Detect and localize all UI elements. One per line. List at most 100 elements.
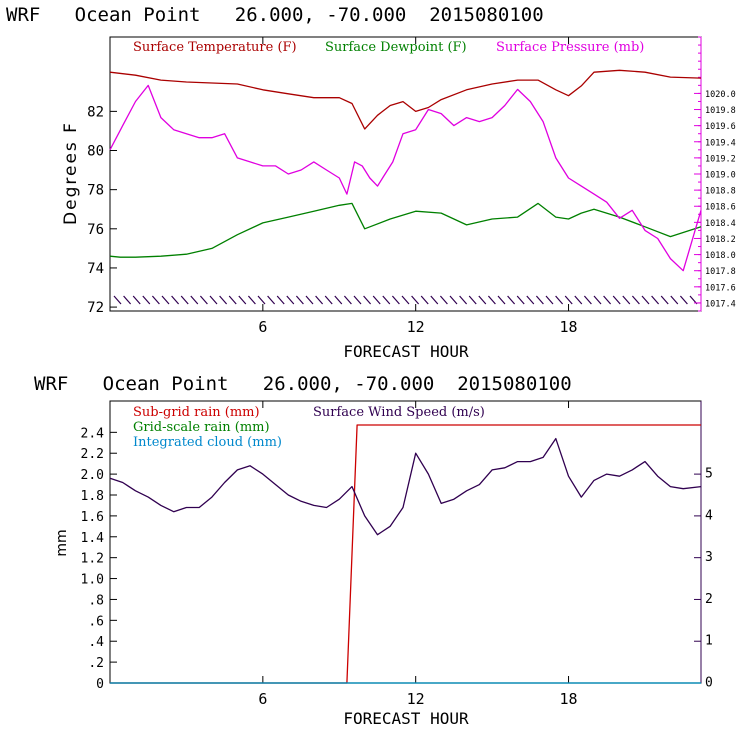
y2-tick-label: 1019.8 — [705, 106, 736, 116]
chart2-legend-subgrid-rain: Sub-grid rain (mm) — [133, 405, 260, 420]
hatch-mark — [459, 295, 468, 305]
hatch-mark — [219, 295, 228, 305]
hatch-mark — [142, 295, 151, 305]
y-tick-label: 1.6 — [81, 510, 104, 525]
hatch-mark — [497, 295, 506, 305]
chart2-y2-ticks: 0 1 2 3 4 5 — [694, 467, 713, 691]
y2-tick-label: 1018.6 — [705, 203, 736, 213]
y-tick-label: 1.4 — [81, 531, 105, 546]
hatch-mark — [603, 295, 612, 305]
hatch-mark — [305, 295, 314, 305]
hatch-mark — [487, 295, 496, 305]
chart2-x-axis-label: FORECAST HOUR — [343, 709, 469, 728]
y2-tick-label: 1018.8 — [705, 187, 736, 197]
x-tick-label: 6 — [258, 690, 267, 708]
hatch-mark — [631, 295, 640, 305]
hatch-mark — [343, 295, 352, 305]
hatch-mark — [180, 295, 189, 305]
hatch-mark — [132, 295, 141, 305]
hatch-mark — [411, 295, 420, 305]
temperature-chart: WRF Ocean Point 26.000, -70.000 20150801… — [6, 4, 736, 361]
hatch-mark — [420, 295, 429, 305]
y-tick-label: 1.2 — [81, 552, 104, 567]
series-line-surface-temperature — [109, 69, 702, 130]
series-line-surface-dewpoint — [109, 202, 702, 258]
y2-tick-label: 1017.6 — [705, 283, 736, 293]
y-tick-label: 74 — [87, 261, 104, 277]
series-line-sub-grid-rain — [110, 424, 701, 684]
hatch-mark — [583, 295, 592, 305]
hatch-mark — [507, 295, 516, 305]
hatch-mark — [295, 295, 304, 305]
hatch-mark — [670, 295, 679, 305]
hatch-mark — [651, 295, 660, 305]
chart1-y2-ticks: 1017.4 1017.6 1017.8 1018.0 1018.2 1018.4 1018… — [694, 36, 736, 312]
hatch-mark — [267, 295, 276, 305]
x-tick-label: 6 — [258, 318, 267, 336]
hatch-mark — [123, 295, 132, 305]
chart2-legend-wind: Surface Wind Speed (m/s) — [313, 405, 485, 420]
y-tick-label: 1.0 — [81, 573, 104, 588]
hatch-mark — [151, 295, 160, 305]
y2-tick-label: 2 — [705, 592, 713, 607]
y-tick-label: .2 — [88, 656, 104, 671]
hatch-mark — [612, 295, 621, 305]
y2-tick-label: 4 — [705, 508, 713, 523]
hatch-mark — [391, 295, 400, 305]
y-tick-label: 76 — [87, 222, 104, 238]
hatch-mark — [439, 295, 448, 305]
chart1-y-ticks: 72 74 76 78 80 82 — [87, 104, 117, 316]
hatch-mark — [171, 295, 180, 305]
hatch-mark — [324, 295, 333, 305]
hatch-mark — [555, 295, 564, 305]
series-line-surface-wind-speed — [109, 437, 702, 536]
y-tick-label: 2.4 — [81, 426, 105, 441]
y2-tick-label: 0 — [705, 676, 713, 691]
hatch-mark — [372, 295, 381, 305]
y-tick-label: .4 — [88, 635, 104, 650]
rain-wind-chart: WRF Ocean Point 26.000, -70.000 20150801… — [34, 373, 713, 728]
y2-tick-label: 1018.0 — [705, 251, 736, 261]
hatch-mark — [257, 295, 266, 305]
hatch-mark — [430, 295, 439, 305]
chart2-title: WRF Ocean Point 26.000, -70.000 20150801… — [34, 373, 572, 395]
y2-tick-label: 1019.4 — [705, 138, 736, 148]
chart2-legend-cloud: Integrated cloud (mm) — [133, 435, 282, 450]
hatch-mark — [315, 295, 324, 305]
chart2-series — [109, 424, 702, 684]
y2-tick-label: 1019.6 — [705, 122, 736, 132]
y2-tick-label: 5 — [705, 467, 713, 482]
chart2-x-ticks: 6 12 18 — [258, 401, 578, 708]
hatch-mark — [593, 295, 602, 305]
y-tick-label: 72 — [87, 300, 104, 316]
chart1-series — [109, 69, 702, 272]
chart1-legend-pressure: Surface Pressure (mb) — [496, 40, 644, 55]
hatch-mark — [113, 295, 122, 305]
hatch-mark — [363, 295, 372, 305]
hatch-mark — [535, 295, 544, 305]
y-tick-label: .8 — [88, 593, 104, 608]
hatch-mark — [228, 295, 237, 305]
chart1-legend-dewpoint: Surface Dewpoint (F) — [325, 40, 467, 55]
hatch-mark — [641, 295, 650, 305]
x-tick-label: 12 — [407, 318, 425, 336]
hatch-mark — [526, 295, 535, 305]
chart1-title: WRF Ocean Point 26.000, -70.000 20150801… — [6, 4, 544, 26]
y2-tick-label: 1020.0 — [705, 90, 736, 100]
hatch-mark — [574, 295, 583, 305]
hatch-mark — [468, 295, 477, 305]
y2-tick-label: 1017.8 — [705, 267, 736, 277]
hatch-mark — [622, 295, 631, 305]
y2-tick-label: 1 — [705, 634, 713, 649]
chart1-hatch-band — [113, 295, 698, 305]
y2-tick-label: 3 — [705, 550, 713, 565]
y-tick-label: 1.8 — [81, 489, 104, 504]
x-tick-label: 18 — [560, 690, 578, 708]
chart1-x-axis-label: FORECAST HOUR — [343, 342, 469, 361]
hatch-mark — [199, 295, 208, 305]
hatch-mark — [545, 295, 554, 305]
series-line-surface-pressure — [109, 84, 702, 272]
hatch-mark — [286, 295, 295, 305]
hatch-mark — [353, 295, 362, 305]
